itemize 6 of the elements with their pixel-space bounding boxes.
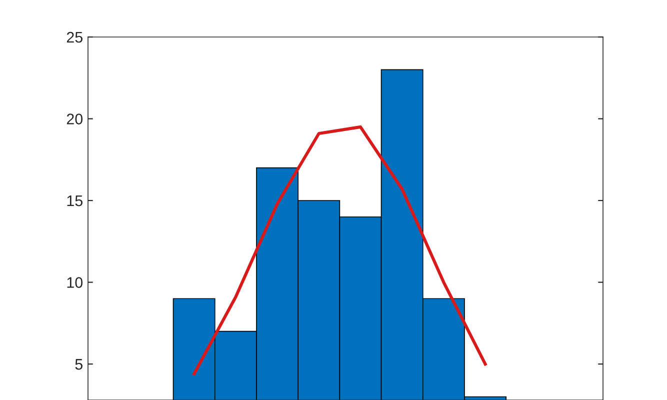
y-tick-label: 25	[66, 32, 82, 43]
y-tick-label: 20	[66, 114, 83, 124]
y-tick-label: 10	[67, 277, 83, 288]
line-series	[192, 125, 487, 376]
y-tick-label: 5	[75, 359, 82, 370]
y-tick-label: 15	[67, 196, 82, 206]
